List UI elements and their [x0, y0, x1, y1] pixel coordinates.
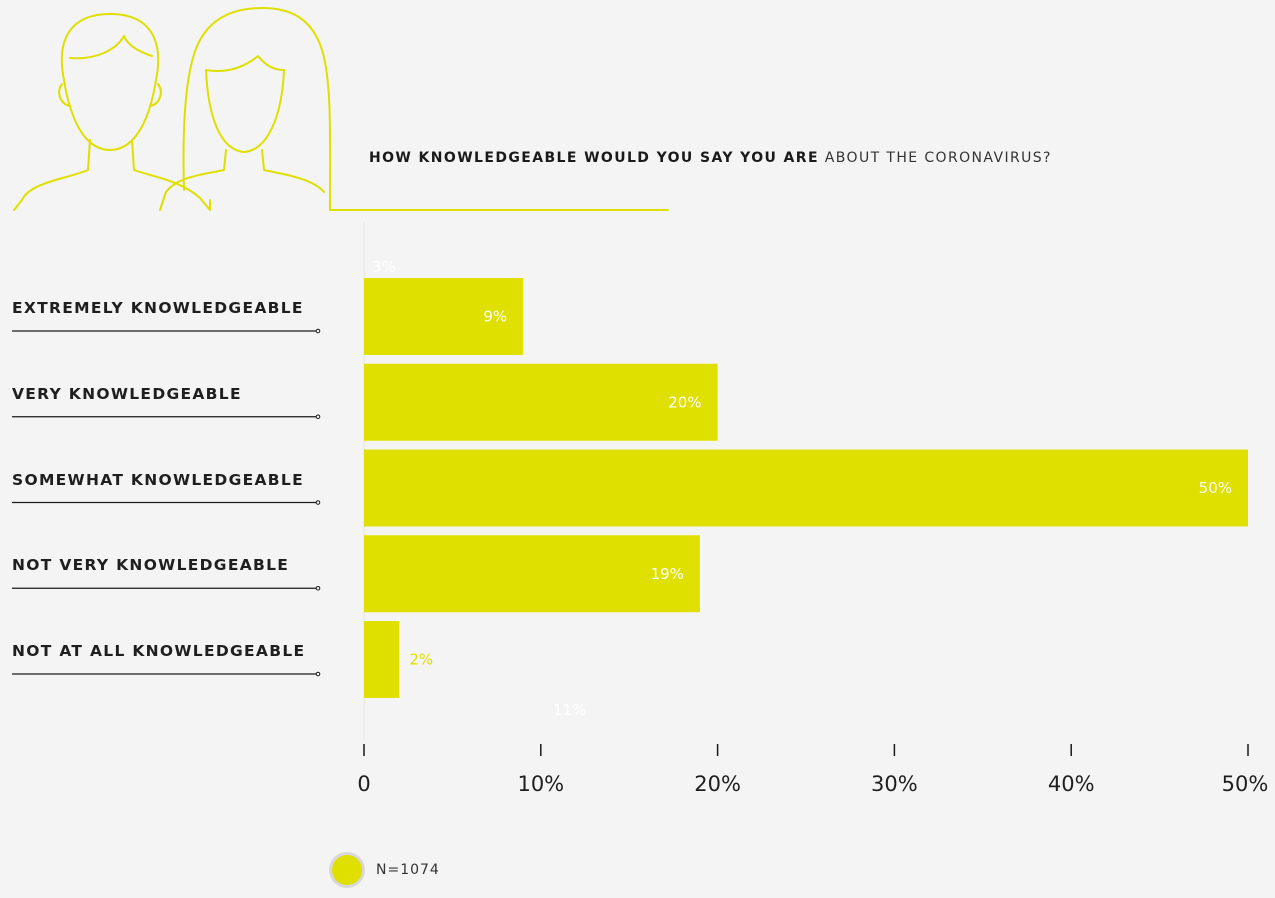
bar	[364, 449, 1248, 527]
category-underline-dot	[315, 585, 321, 591]
legend-label: N=1074	[376, 862, 440, 878]
x-axis-tick-label: 30%	[871, 772, 918, 796]
legend: N=1074	[332, 854, 440, 886]
ghost-value-label: 11%	[553, 701, 586, 719]
category-label: VERY KNOWLEDGEABLE	[12, 384, 242, 403]
legend-swatch	[332, 855, 362, 885]
category-underline-dot	[315, 414, 321, 420]
people-illustration-icon	[13, 7, 669, 211]
chart-title-rest: ABOUT THE CORONAVIRUS?	[818, 150, 1052, 166]
x-axis-tick-label: 40%	[1047, 772, 1095, 796]
category-label: EXTREMELY KNOWLEDGEABLE	[12, 299, 304, 317]
bar-value-label: 19%	[651, 565, 684, 583]
category-underline-dot	[315, 500, 321, 505]
category-underline-dot	[315, 328, 321, 334]
x-axis-tick-label: 0	[357, 772, 371, 796]
category-label: NOT VERY KNOWLEDGEABLE	[12, 556, 290, 575]
x-axis-tick-label: 20%	[694, 772, 741, 796]
bar	[364, 621, 400, 698]
x-axis-tick-label: 10%	[517, 772, 565, 796]
bar	[364, 278, 524, 355]
bar-value-label: 2%	[409, 651, 433, 669]
ghost-value-label: 3%	[372, 258, 396, 276]
bar-value-label: 20%	[668, 393, 701, 411]
chart-title: HOW KNOWLEDGEABLE WOULD YOU SAY YOU ARE …	[369, 146, 1089, 170]
bar-value-label: 50%	[1199, 479, 1232, 497]
x-axis-tick-label: 50%	[1221, 772, 1269, 796]
bar	[364, 535, 700, 613]
bar-value-label: 9%	[483, 308, 507, 326]
category-underline-dot	[315, 671, 321, 677]
bar	[364, 363, 718, 441]
category-label: NOT AT ALL KNOWLEDGEABLE	[12, 642, 306, 660]
chart-title-bold: HOW KNOWLEDGEABLE WOULD YOU SAY YOU ARE	[369, 150, 819, 166]
category-label: SOMEWHAT KNOWLEDGEABLE	[12, 470, 304, 489]
